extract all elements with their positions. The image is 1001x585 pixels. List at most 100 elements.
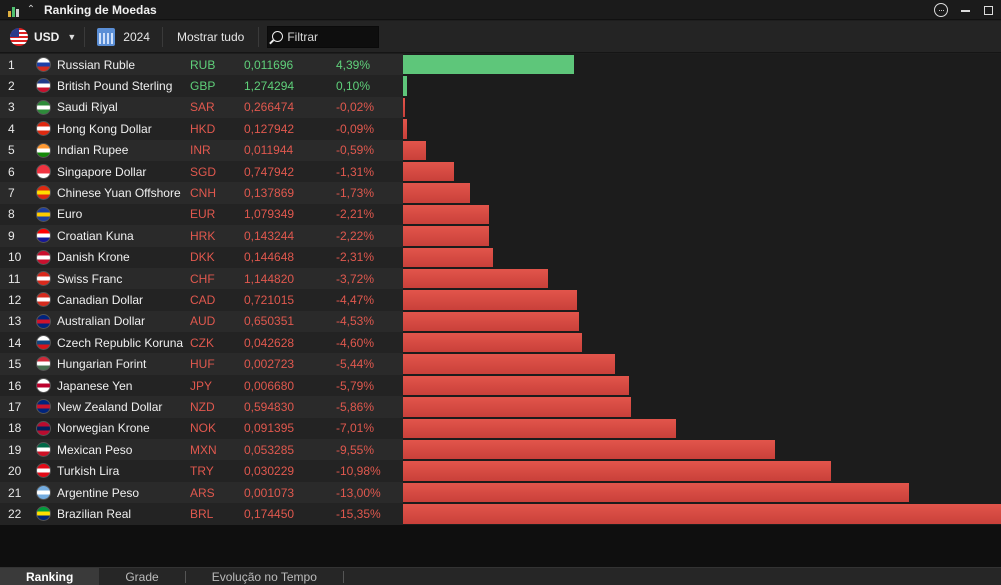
table-row[interactable]: 7 Chinese Yuan Offshore CNH 0,137869 -1,73% bbox=[0, 182, 1001, 204]
rate-cell: 0,650351 bbox=[244, 314, 295, 329]
caret-down-icon: ▼ bbox=[67, 31, 77, 42]
table-row[interactable]: 3 Saudi Riyal SAR 0,266474 -0,02% bbox=[0, 96, 1001, 119]
maximize-icon[interactable] bbox=[977, 1, 999, 19]
change-bar bbox=[403, 504, 1001, 524]
flag-icon bbox=[36, 206, 51, 222]
table-row[interactable]: 8 Euro EUR 1,079349 -2,21% bbox=[0, 203, 1001, 226]
rank-cell: 5 bbox=[8, 143, 15, 158]
currency-name-cell: Russian Ruble bbox=[57, 57, 136, 72]
percent-cell: -2,21% bbox=[336, 207, 375, 222]
tab-evolucao[interactable]: Evolução no Tempo bbox=[211, 569, 317, 584]
bar-track bbox=[403, 225, 1001, 247]
table-row[interactable]: 12 Canadian Dollar CAD 0,721015 -4,47% bbox=[0, 289, 1001, 311]
bar-track bbox=[403, 310, 1001, 333]
bar-track bbox=[403, 139, 1001, 161]
bar-track bbox=[403, 396, 1001, 418]
change-bar bbox=[403, 140, 426, 160]
table-row[interactable]: 4 Hong Kong Dollar HKD 0,127942 -0,09% bbox=[0, 118, 1001, 140]
percent-cell: -1,31% bbox=[336, 164, 375, 179]
minimize-icon[interactable] bbox=[954, 1, 976, 19]
calendar-icon bbox=[97, 27, 116, 46]
table-row[interactable]: 16 Japanese Yen JPY 0,006680 -5,79% bbox=[0, 374, 1001, 397]
rank-cell: 13 bbox=[8, 314, 22, 329]
collapse-chevron-icon[interactable]: ⌃ bbox=[26, 4, 36, 15]
table-row[interactable]: 19 Mexican Peso MXN 0,053285 -9,55% bbox=[0, 439, 1001, 461]
bar-track bbox=[403, 118, 1001, 140]
rank-cell: 11 bbox=[8, 271, 21, 286]
filter-input[interactable] bbox=[287, 29, 378, 44]
table-row[interactable]: 22 Brazilian Real BRL 0,174450 -15,35% bbox=[0, 503, 1001, 525]
percent-cell: -5,79% bbox=[336, 378, 375, 393]
bar-track bbox=[403, 481, 1001, 504]
tab-divider bbox=[184, 570, 186, 583]
table-row[interactable]: 14 Czech Republic Koruna CZK 0,042628 -4,60% bbox=[0, 332, 1001, 354]
rank-cell: 20 bbox=[8, 464, 22, 479]
window-title: Ranking de Moedas bbox=[44, 2, 157, 17]
rank-cell: 21 bbox=[8, 485, 22, 500]
change-bar bbox=[403, 461, 831, 481]
more-options-icon[interactable]: ··· bbox=[930, 1, 952, 19]
currency-code-cell: GBP bbox=[190, 79, 216, 94]
percent-cell: -5,86% bbox=[336, 399, 375, 414]
percent-cell: -4,60% bbox=[336, 335, 375, 350]
table-row[interactable]: 11 Swiss Franc CHF 1,144820 -3,72% bbox=[0, 267, 1001, 290]
rank-cell: 8 bbox=[8, 207, 15, 222]
rate-cell: 1,079349 bbox=[244, 207, 295, 222]
flag-icon bbox=[36, 506, 51, 522]
ranking-table: 1 Russian Ruble RUB 0,011696 4,39% 2 British P… bbox=[0, 54, 1001, 525]
bar-track bbox=[403, 439, 1001, 461]
rank-cell: 2 bbox=[8, 79, 15, 94]
rate-cell: 0,144648 bbox=[244, 250, 295, 265]
table-row[interactable]: 9 Croatian Kuna HRK 0,143244 -2,22% bbox=[0, 225, 1001, 247]
percent-cell: -4,53% bbox=[336, 314, 375, 329]
change-bar bbox=[403, 418, 677, 439]
change-bar bbox=[403, 482, 910, 503]
currency-code-cell: ARS bbox=[190, 485, 215, 500]
rate-cell: 1,274294 bbox=[244, 79, 295, 94]
table-row[interactable]: 6 Singapore Dollar SGD 0,747942 -1,31% bbox=[0, 160, 1001, 183]
flag-icon bbox=[36, 335, 51, 351]
tab-grade[interactable]: Grade bbox=[125, 569, 159, 584]
table-row[interactable]: 5 Indian Rupee INR 0,011944 -0,59% bbox=[0, 139, 1001, 161]
change-bar bbox=[403, 119, 407, 139]
table-row[interactable]: 2 British Pound Sterling GBP 1,274294 0,10% bbox=[0, 75, 1001, 97]
currency-code-cell: DKK bbox=[190, 250, 215, 265]
year-picker[interactable]: 2024 bbox=[85, 24, 162, 50]
table-row[interactable]: 18 Norwegian Krone NOK 0,091395 -7,01% bbox=[0, 417, 1001, 440]
table-row[interactable]: 10 Danish Krone DKK 0,144648 -2,31% bbox=[0, 246, 1001, 268]
change-bar bbox=[403, 354, 615, 374]
filter-box[interactable] bbox=[267, 25, 380, 48]
bottom-tabs: Ranking Grade Evolução no Tempo bbox=[0, 567, 1001, 585]
rate-cell: 0,127942 bbox=[244, 121, 295, 136]
empty-area bbox=[0, 525, 1001, 567]
show-all-button[interactable]: Mostrar tudo bbox=[176, 29, 245, 44]
currency-name-cell: Australian Dollar bbox=[57, 314, 146, 329]
currency-dropdown[interactable]: USD ▼ bbox=[0, 24, 84, 50]
rank-cell: 9 bbox=[8, 228, 15, 243]
change-bar bbox=[403, 204, 490, 225]
table-row[interactable]: 1 Russian Ruble RUB 0,011696 4,39% bbox=[0, 54, 1001, 76]
change-bar bbox=[403, 247, 493, 267]
table-row[interactable]: 21 Argentine Peso ARS 0,001073 -13,00% bbox=[0, 481, 1001, 504]
percent-cell: -0,59% bbox=[336, 143, 375, 158]
rate-cell: 0,091395 bbox=[244, 421, 295, 436]
change-bar bbox=[403, 183, 471, 203]
rate-cell: 0,042628 bbox=[244, 335, 295, 350]
table-row[interactable]: 17 New Zealand Dollar NZD 0,594830 -5,86% bbox=[0, 396, 1001, 418]
rate-cell: 0,594830 bbox=[244, 399, 295, 414]
currency-name-cell: Saudi Riyal bbox=[57, 100, 118, 115]
currency-name-cell: Turkish Lira bbox=[57, 464, 120, 479]
table-row[interactable]: 13 Australian Dollar AUD 0,650351 -4,53% bbox=[0, 310, 1001, 333]
change-bar bbox=[403, 76, 407, 96]
change-bar bbox=[403, 268, 548, 289]
rate-cell: 0,266474 bbox=[244, 100, 295, 115]
flag-icon bbox=[36, 249, 51, 265]
rank-cell: 22 bbox=[8, 506, 22, 521]
tab-ranking[interactable]: Ranking bbox=[0, 567, 100, 585]
currency-code-cell: SGD bbox=[190, 164, 217, 179]
currency-name-cell: Hong Kong Dollar bbox=[57, 121, 152, 136]
table-row[interactable]: 20 Turkish Lira TRY 0,030229 -10,98% bbox=[0, 460, 1001, 482]
table-row[interactable]: 15 Hungarian Forint HUF 0,002723 -5,44% bbox=[0, 353, 1001, 375]
currency-name-cell: Croatian Kuna bbox=[57, 228, 134, 243]
percent-cell: -2,22% bbox=[336, 228, 375, 243]
